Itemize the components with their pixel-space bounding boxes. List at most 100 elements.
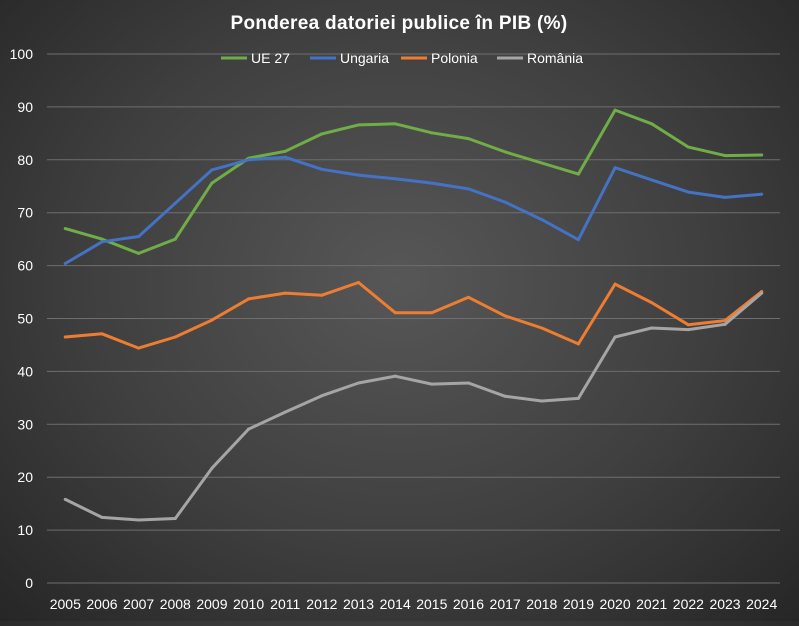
x-tick-label: 2021 <box>636 596 667 612</box>
y-tick-label: 10 <box>17 522 33 538</box>
data-point <box>100 332 104 336</box>
data-point <box>63 335 67 339</box>
data-point <box>613 166 617 170</box>
x-tick-label: 2018 <box>526 596 557 612</box>
data-point <box>760 291 764 295</box>
data-point <box>760 192 764 196</box>
y-tick-label: 50 <box>17 311 33 327</box>
x-tick-label: 2016 <box>453 596 484 612</box>
data-point <box>686 145 690 149</box>
data-point <box>173 516 177 520</box>
chart-title: Ponderea datoriei publice în PIB (%) <box>230 13 567 34</box>
data-point <box>723 195 727 199</box>
legend-label: Ungaria <box>340 50 389 66</box>
legend-item-2: Polonia <box>401 50 478 66</box>
gridlines <box>47 53 780 584</box>
data-point <box>540 326 544 330</box>
data-point <box>283 155 287 159</box>
y-tick-label: 20 <box>17 469 33 485</box>
y-tick-label: 40 <box>17 363 33 379</box>
data-point <box>357 123 361 127</box>
data-point <box>503 200 507 204</box>
data-point <box>137 235 141 239</box>
data-point <box>613 108 617 112</box>
legend-label: România <box>527 50 583 66</box>
x-tick-label: 2022 <box>673 596 704 612</box>
data-point <box>210 318 214 322</box>
data-point <box>723 319 727 323</box>
x-tick-label: 2007 <box>123 596 154 612</box>
data-point <box>723 322 727 326</box>
data-point <box>100 240 104 244</box>
x-tick-label: 2017 <box>490 596 521 612</box>
data-point <box>100 237 104 241</box>
data-point <box>393 122 397 126</box>
data-point <box>650 122 654 126</box>
x-tick-label: 2009 <box>196 596 227 612</box>
data-point <box>283 291 287 295</box>
data-point <box>613 282 617 286</box>
data-point <box>503 314 507 318</box>
y-tick-label: 100 <box>10 46 34 62</box>
data-point <box>393 374 397 378</box>
data-point <box>357 173 361 177</box>
legend-label: UE 27 <box>251 50 290 66</box>
x-tick-label: 2024 <box>746 596 777 612</box>
series-line-3 <box>63 291 764 522</box>
data-point <box>320 293 324 297</box>
data-point <box>210 168 214 172</box>
data-point <box>393 177 397 181</box>
y-tick-label: 0 <box>25 575 33 591</box>
data-point <box>137 251 141 255</box>
x-tick-label: 2023 <box>709 596 740 612</box>
data-point <box>503 394 507 398</box>
data-point <box>357 381 361 385</box>
x-tick-label: 2010 <box>233 596 264 612</box>
data-point <box>173 237 177 241</box>
data-point <box>63 497 67 501</box>
data-point <box>503 150 507 154</box>
data-point <box>320 167 324 171</box>
data-point <box>100 515 104 519</box>
x-tick-label: 2011 <box>270 596 300 612</box>
x-tick-label: 2013 <box>343 596 374 612</box>
y-tick-label: 80 <box>17 152 33 168</box>
legend-item-0: UE 27 <box>221 50 290 66</box>
data-point <box>357 281 361 285</box>
data-point <box>283 410 287 414</box>
data-point <box>247 158 251 162</box>
data-point <box>760 153 764 157</box>
data-point <box>576 342 580 346</box>
data-point <box>137 346 141 350</box>
data-point <box>210 466 214 470</box>
data-point <box>247 427 251 431</box>
data-point <box>650 301 654 305</box>
data-point <box>137 518 141 522</box>
y-tick-label: 90 <box>17 99 33 115</box>
x-axis: 2005 2006 2007 2008 2009 2010 2011 2012 2013 2014… <box>50 596 778 612</box>
series-line-1 <box>63 155 764 265</box>
data-point <box>466 137 470 141</box>
data-point <box>466 295 470 299</box>
legend-item-1: Ungaria <box>310 50 389 66</box>
y-tick-label: 70 <box>17 205 33 221</box>
x-tick-label: 2012 <box>306 596 337 612</box>
data-point <box>247 297 251 301</box>
y-tick-label: 60 <box>17 258 33 274</box>
data-point <box>173 201 177 205</box>
data-point <box>393 311 397 315</box>
x-tick-label: 2005 <box>50 596 81 612</box>
legend-item-3: România <box>497 50 583 66</box>
data-point <box>540 218 544 222</box>
legend-label: Polonia <box>431 50 478 66</box>
x-tick-label: 2015 <box>416 596 447 612</box>
data-point <box>723 154 727 158</box>
series-line-0 <box>63 108 764 255</box>
data-point <box>63 227 67 231</box>
data-point <box>576 238 580 242</box>
y-axis: 0 10 20 30 40 50 60 70 80 90 100 <box>10 46 34 591</box>
series-line-2 <box>63 281 764 350</box>
data-point <box>430 181 434 185</box>
